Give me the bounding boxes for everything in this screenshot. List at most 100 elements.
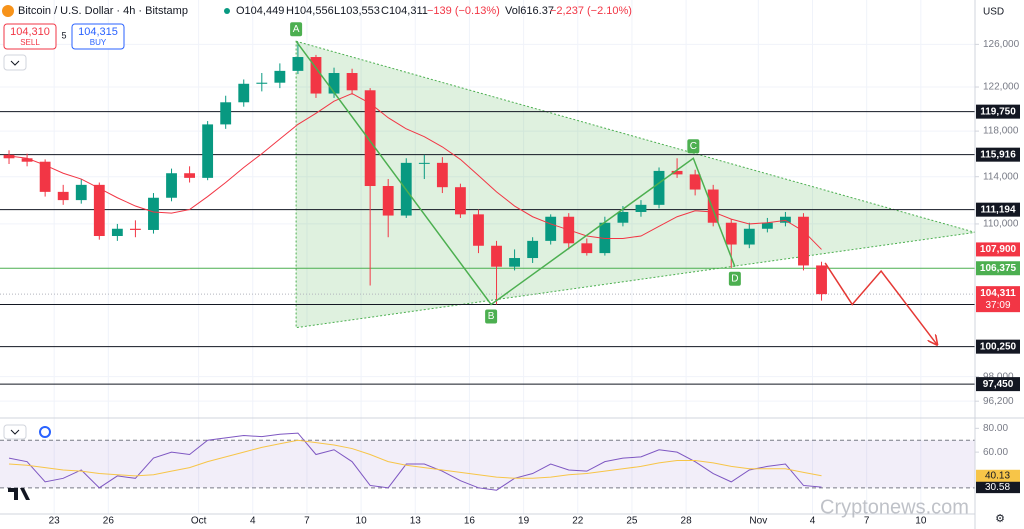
candle-body	[671, 170, 683, 175]
change: −139 (−0.13%)	[427, 5, 500, 17]
candle-body	[274, 70, 286, 83]
candle-body	[455, 187, 466, 215]
point-label: D	[731, 273, 738, 284]
symbol: Bitcoin / U.S. Dollar · 4h · Bitstamp	[18, 5, 188, 17]
x-tick-label: 4	[250, 516, 256, 527]
candle-body	[292, 57, 304, 71]
candle-body	[57, 191, 69, 201]
candle-body	[689, 174, 701, 190]
level-label: 97,450	[983, 379, 1014, 390]
last-price-label: 104,311	[980, 288, 1016, 299]
candle-body	[509, 258, 520, 267]
x-tick-label: 7	[304, 516, 310, 527]
watermark: Cryptonews.com	[820, 496, 969, 518]
level-label-bg	[976, 339, 1020, 354]
level-label: 119,750	[980, 106, 1016, 117]
level-label-bg	[976, 261, 1020, 276]
buy-label[interactable]: BUY	[90, 38, 107, 47]
point-label-bg	[728, 271, 741, 286]
status-dot	[224, 8, 230, 14]
point-label: C	[690, 141, 697, 152]
y-tick-label: 110,000	[983, 219, 1019, 230]
sell-label[interactable]: SELL	[20, 38, 40, 47]
tv-logo	[8, 488, 30, 500]
candle-body	[816, 265, 827, 295]
candle-body	[130, 228, 141, 230]
y-tick-label: 80.00	[983, 423, 1008, 434]
y-tick-label: 126,000	[983, 39, 1020, 50]
spread: 5	[61, 30, 66, 40]
y-tick-label: 114,000	[983, 171, 1019, 182]
level-label-bg	[976, 104, 1020, 119]
chevron	[10, 429, 20, 435]
candle-body	[653, 170, 665, 205]
candle-body	[111, 228, 123, 237]
rsi-value-label: 30.58	[985, 482, 1010, 493]
y-tick-label: 60.00	[983, 447, 1008, 458]
level-label-bg	[976, 202, 1020, 217]
candle-body	[617, 211, 629, 223]
ma-label: 107,900	[980, 244, 1017, 255]
candle-body	[220, 102, 232, 125]
candle-body	[184, 173, 195, 178]
countdown: 37:09	[985, 300, 1010, 311]
ohlc-open: O104,449	[236, 5, 284, 17]
candle-body	[635, 204, 647, 212]
currency[interactable]: USD	[983, 7, 1004, 18]
buy-price[interactable]: 104,315	[78, 26, 118, 38]
buy-button[interactable]	[71, 23, 125, 50]
volume-change: −2,237 (−2.10%)	[550, 5, 632, 17]
x-tick-label: 10	[356, 516, 368, 527]
sell-price[interactable]: 104,310	[10, 26, 50, 38]
level-label-bg	[976, 147, 1020, 162]
point-label: B	[488, 311, 495, 322]
candle-body	[780, 216, 791, 223]
x-tick-label: 22	[572, 516, 584, 527]
ma-label-bg	[976, 242, 1020, 257]
x-tick-label: 25	[626, 516, 638, 527]
candle-body	[743, 228, 755, 245]
last-price-bg	[976, 286, 1020, 313]
sell-button[interactable]	[3, 23, 57, 50]
zigzag	[295, 40, 736, 306]
point-label-bg	[687, 139, 700, 154]
x-tick-label: 28	[681, 516, 693, 527]
y-tick-label: 96,200	[983, 396, 1014, 407]
x-tick-label: 7	[864, 516, 870, 527]
candle-body	[581, 243, 593, 254]
ohlc-high: H104,556	[286, 5, 334, 17]
rsi-band	[0, 440, 975, 488]
rsi-icon[interactable]	[39, 426, 51, 438]
candle-body	[473, 214, 484, 246]
point-label: A	[293, 24, 300, 35]
settings-icon[interactable]: ⚙	[995, 513, 1005, 525]
x-tick-label: Oct	[191, 516, 207, 527]
chevron	[10, 60, 20, 66]
x-tick-label: 26	[103, 516, 115, 527]
volume: Vol616.37	[505, 5, 554, 17]
collapse-button[interactable]	[3, 54, 27, 71]
moving-average	[8, 92, 822, 250]
candle-body	[798, 216, 809, 266]
candle-body	[761, 222, 773, 229]
candle-body	[346, 73, 358, 91]
x-tick-label: 19	[518, 516, 530, 527]
rsi-line	[8, 432, 822, 491]
candle-body	[491, 245, 502, 267]
candle-body	[39, 161, 51, 192]
candle-body	[93, 184, 105, 237]
candle-body	[166, 173, 177, 198]
candle-body	[599, 222, 611, 254]
candle-body	[707, 189, 719, 223]
point-label-bg	[290, 22, 303, 37]
candle-body	[21, 158, 33, 162]
x-tick-label: 13	[410, 516, 422, 527]
candle-body	[382, 186, 394, 216]
candle-body	[545, 216, 557, 241]
rsi-label-bg	[976, 481, 1020, 494]
y-tick-label: 118,000	[983, 126, 1019, 137]
rsi-collapse[interactable]	[3, 424, 27, 440]
plot-layer: A B C D	[0, 0, 976, 514]
level-label: 106,375	[980, 263, 1017, 274]
